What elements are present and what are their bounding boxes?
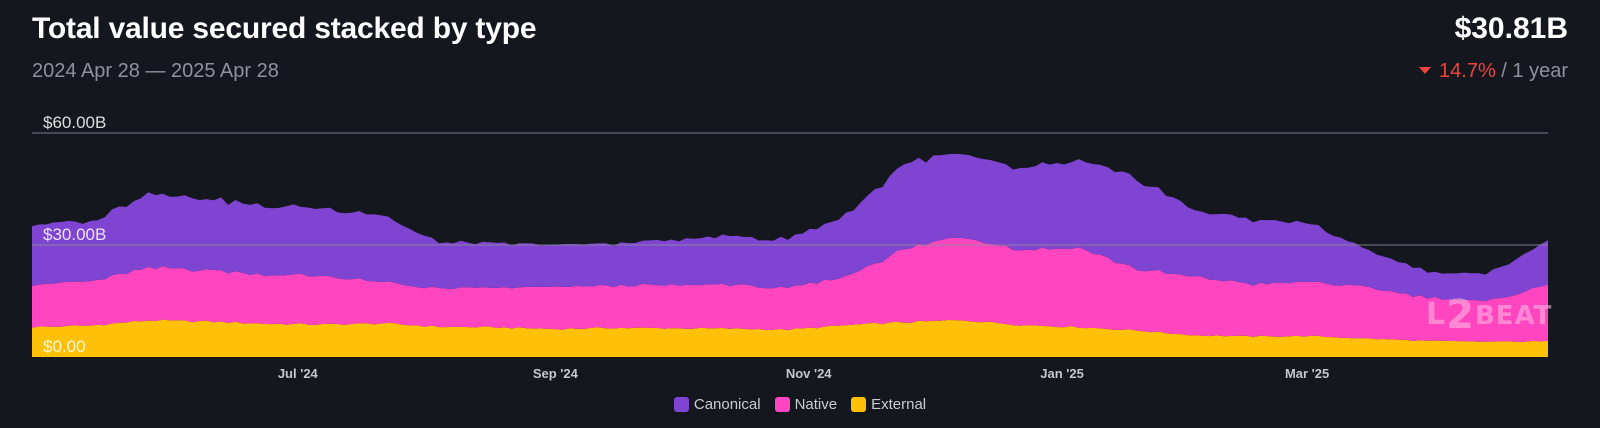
legend-label-external: External <box>871 396 927 413</box>
legend-item-external[interactable]: External <box>851 396 926 413</box>
chart-gridlines <box>32 132 1548 246</box>
legend-item-native[interactable]: Native <box>774 396 838 413</box>
x-tick-label: Mar '25 <box>1285 366 1329 381</box>
change-percent: 14.7% <box>1439 60 1496 82</box>
chart-title: Total value secured stacked by type <box>32 12 537 45</box>
y-axis-labels: $0.00 $30.00B $60.00B <box>43 113 106 356</box>
legend-label-canonical: Canonical <box>693 396 761 413</box>
l2beat-logo: L2BEAT <box>1426 292 1553 338</box>
total-value: $30.81B <box>1454 12 1568 45</box>
down-arrow-icon <box>1419 67 1432 74</box>
x-tick-label: Nov '24 <box>786 366 832 381</box>
legend-label-native: Native <box>794 396 838 413</box>
area-native <box>32 237 1548 342</box>
canonical-swatch <box>673 397 689 412</box>
native-swatch <box>774 397 790 412</box>
y-tick-label: $30.00B <box>43 225 106 244</box>
y-tick-label: $0.00 <box>43 337 86 356</box>
chart-legend: Canonical Native External <box>0 396 1600 413</box>
area-external <box>32 319 1548 357</box>
change-period: / 1 year <box>1501 60 1568 82</box>
x-axis-labels: Jul '24 Sep '24 Nov '24 Jan '25 Mar '25 <box>278 366 1329 381</box>
x-tick-label: Jan '25 <box>1040 366 1084 381</box>
external-swatch <box>851 397 867 412</box>
legend-item-canonical[interactable]: Canonical <box>673 396 761 413</box>
x-tick-label: Jul '24 <box>278 366 319 381</box>
y-tick-label: $60.00B <box>43 113 106 132</box>
date-range: 2024 Apr 28 — 2025 Apr 28 <box>32 60 279 82</box>
chart-areas <box>32 153 1548 357</box>
area-canonical <box>32 153 1548 301</box>
change-indicator: 14.7% / 1 year <box>1419 60 1568 83</box>
x-tick-label: Sep '24 <box>533 366 579 381</box>
tvs-chart: $0.00 $30.00B $60.00B Jul '24 Sep '24 Nov '2… <box>32 113 1548 381</box>
